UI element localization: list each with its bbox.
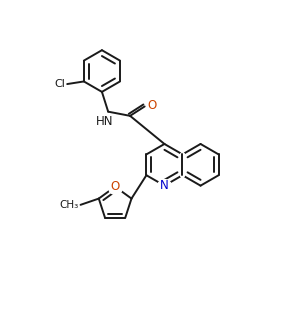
Text: O: O <box>111 180 120 193</box>
Text: O: O <box>148 99 157 112</box>
Text: HN: HN <box>96 115 114 128</box>
Text: Cl: Cl <box>54 79 65 89</box>
Text: CH₃: CH₃ <box>59 200 78 210</box>
Text: N: N <box>160 179 169 192</box>
